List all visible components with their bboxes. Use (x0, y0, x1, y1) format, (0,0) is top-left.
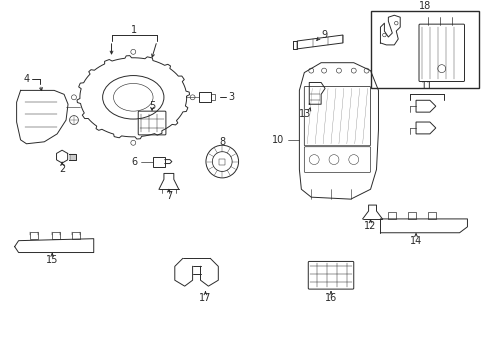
Text: 18: 18 (419, 1, 431, 12)
Text: 10: 10 (271, 135, 284, 145)
Bar (428, 212, 436, 219)
Text: 2: 2 (59, 165, 65, 175)
Bar (198, 93, 211, 102)
Text: 1: 1 (131, 25, 137, 35)
Text: 16: 16 (325, 293, 337, 303)
Text: 3: 3 (228, 92, 234, 102)
Bar (389, 212, 396, 219)
Text: 8: 8 (219, 137, 225, 147)
Bar (153, 157, 165, 167)
Text: 9: 9 (321, 30, 327, 40)
Text: 15: 15 (46, 256, 58, 265)
Bar (72, 232, 80, 239)
Text: 11: 11 (421, 81, 433, 91)
Bar (220, 159, 225, 165)
Bar (408, 212, 416, 219)
Text: 6: 6 (131, 157, 137, 167)
Text: 13: 13 (299, 109, 312, 119)
Text: 7: 7 (166, 191, 172, 201)
Text: 5: 5 (149, 101, 155, 111)
Bar (211, 94, 215, 100)
Text: 17: 17 (199, 293, 212, 303)
Bar (52, 232, 60, 239)
Text: 14: 14 (410, 236, 422, 246)
Bar (30, 232, 38, 239)
Text: 12: 12 (365, 221, 377, 231)
Text: 4: 4 (24, 73, 29, 84)
Bar (370, 11, 479, 89)
